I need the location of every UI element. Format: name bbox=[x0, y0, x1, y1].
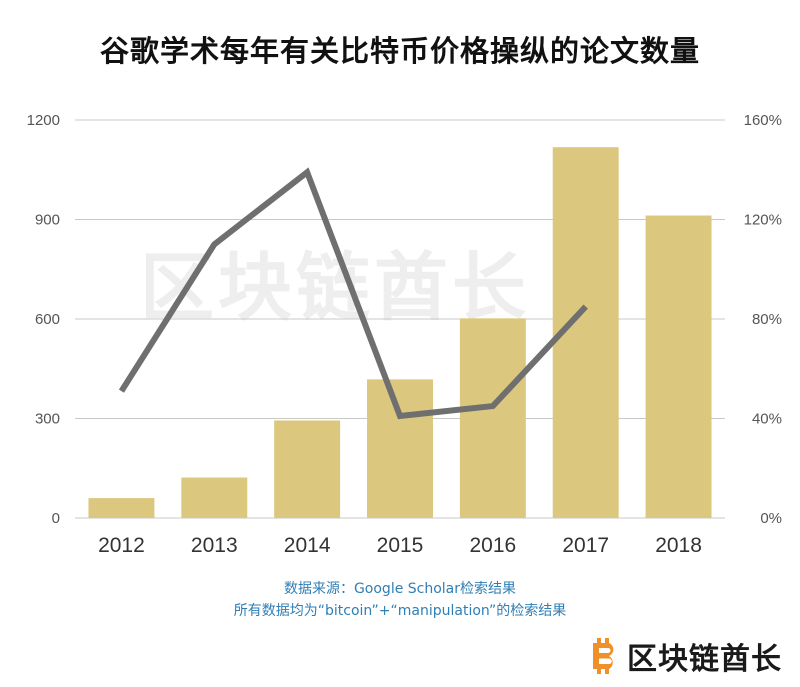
bar-2013 bbox=[181, 477, 248, 518]
bar-2016 bbox=[459, 318, 526, 518]
source-note-detail: 所有数据均为“bitcoin”+“manipulation”的检索结果 bbox=[233, 603, 567, 619]
right-axis: 0% 40% 80% 120% 160% bbox=[744, 112, 782, 527]
x-axis: 2012 2013 2014 2015 2016 2017 2018 bbox=[98, 534, 702, 557]
bar-2014 bbox=[274, 420, 341, 518]
left-tick-label: 1200 bbox=[27, 112, 60, 129]
category-label-2018: 2018 bbox=[655, 534, 702, 557]
line-series bbox=[118, 167, 588, 420]
category-label-2012: 2012 bbox=[98, 534, 145, 557]
brand-name: 区块链酋长 bbox=[627, 642, 782, 677]
left-tick-label: 900 bbox=[35, 212, 60, 229]
source-note: 数据来源：Google Scholar检索结果 bbox=[283, 581, 517, 597]
left-tick-label: 600 bbox=[35, 311, 60, 328]
category-label-2017: 2017 bbox=[562, 534, 609, 557]
category-label-2016: 2016 bbox=[469, 534, 516, 557]
bitcoin-b-icon bbox=[593, 638, 614, 674]
category-label-2013: 2013 bbox=[191, 534, 238, 557]
brand-logo: 区块链酋长 bbox=[591, 636, 782, 677]
right-tick-label: 80% bbox=[752, 311, 782, 328]
category-label-2014: 2014 bbox=[284, 534, 331, 557]
bar-2018 bbox=[645, 215, 712, 518]
right-tick-label: 40% bbox=[752, 411, 782, 428]
left-tick-label: 300 bbox=[35, 411, 60, 428]
right-tick-label: 0% bbox=[760, 510, 782, 527]
category-label-2015: 2015 bbox=[377, 534, 424, 557]
chart-title: 谷歌学术每年有关比特币价格操纵的论文数量 bbox=[99, 34, 700, 68]
right-tick-label: 120% bbox=[744, 212, 782, 229]
bar-2015 bbox=[367, 379, 433, 518]
right-tick-label: 160% bbox=[744, 112, 782, 129]
left-tick-label: 0 bbox=[52, 510, 60, 527]
line-path bbox=[118, 167, 588, 420]
chart: 0 300 600 900 1200 0% 40% 80% 120% 160% 2012 2013… bbox=[27, 112, 782, 557]
bars bbox=[88, 147, 712, 519]
bar-2012 bbox=[88, 498, 155, 518]
left-axis: 0 300 600 900 1200 bbox=[27, 112, 60, 527]
